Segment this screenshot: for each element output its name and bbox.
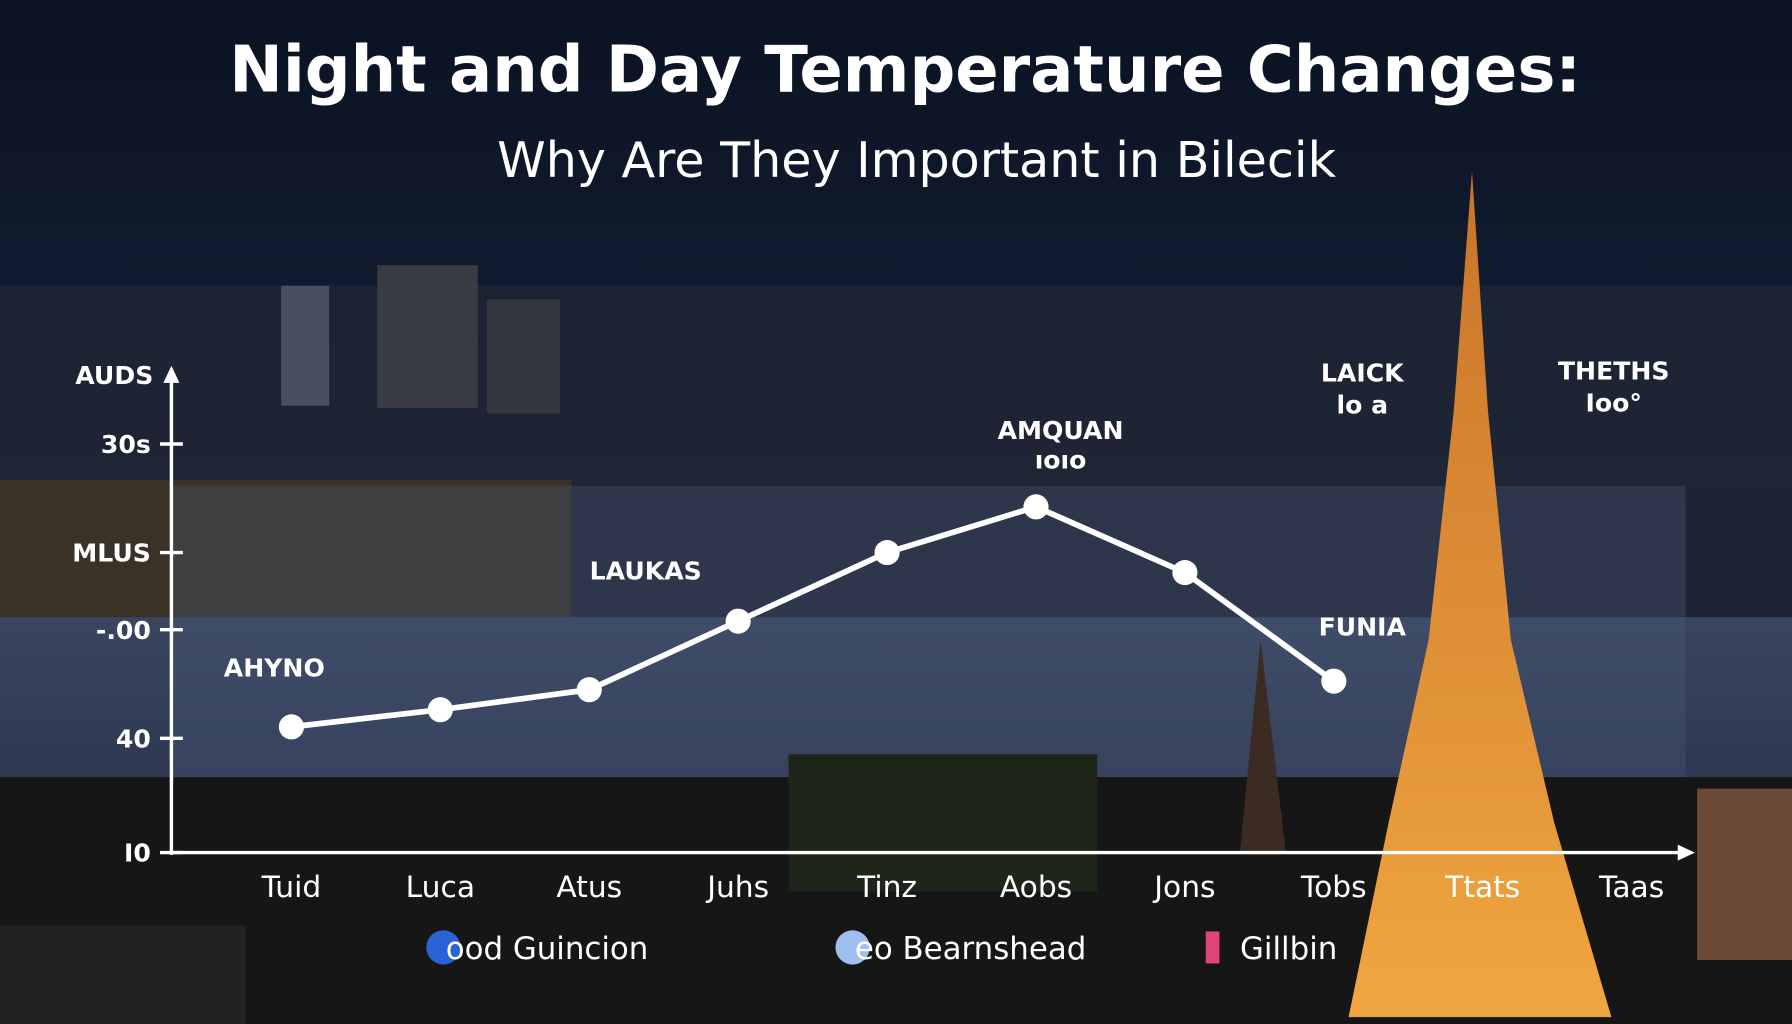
x-tick-label: Tinz xyxy=(856,870,917,905)
y-tick-label: I0 xyxy=(124,839,151,868)
annotation: AMQUAN xyxy=(998,416,1124,445)
data-point xyxy=(278,714,304,740)
y-tick-label: -.00 xyxy=(96,616,151,645)
annotation: THETHS xyxy=(1558,356,1670,385)
legend-swatch xyxy=(835,930,870,965)
chart-title: Night and Day Temperature Changes: xyxy=(229,33,1581,107)
data-point xyxy=(1023,494,1049,520)
data-point xyxy=(427,697,453,723)
legend-swatch xyxy=(426,930,461,965)
annotation: Ioo° xyxy=(1585,388,1641,417)
annotation: LAUKAS xyxy=(590,556,702,585)
y-tick-label: 40 xyxy=(116,724,151,753)
data-point xyxy=(1321,668,1347,694)
annotation: LAICK xyxy=(1321,359,1405,388)
annotation: AHYNO xyxy=(224,654,325,683)
x-tick-label: Tobs xyxy=(1300,870,1367,905)
legend-swatch xyxy=(1205,931,1220,964)
x-tick-label: Tuid xyxy=(261,870,322,905)
data-point xyxy=(725,608,751,634)
axes xyxy=(163,365,1695,861)
chart-subtitle: Why Are They Important in Bilecik xyxy=(497,131,1336,189)
x-tick-label: Luca xyxy=(406,870,475,905)
y-axis-label: AUDS xyxy=(75,361,153,390)
data-point xyxy=(576,677,602,703)
y-axis-arrow xyxy=(163,365,180,383)
data-point xyxy=(1172,560,1198,586)
x-tick-label: Ttats xyxy=(1444,870,1520,905)
legend-label: Gillbin xyxy=(1240,931,1337,967)
x-tick-label: Aobs xyxy=(1000,870,1072,905)
annotation: ıoıo xyxy=(1035,446,1087,475)
data-point xyxy=(874,540,900,566)
x-axis-arrow xyxy=(1677,844,1695,861)
legend-label: ood Guincion xyxy=(446,931,649,967)
annotation: FUNIA xyxy=(1319,612,1407,641)
x-tick-label: Taas xyxy=(1598,870,1664,905)
legend-label: eo Bearnshead xyxy=(855,931,1086,967)
annotation: lo a xyxy=(1336,391,1388,420)
y-tick-label: MLUS xyxy=(72,539,151,568)
y-tick-label: 30s xyxy=(101,430,151,459)
x-tick-label: Jons xyxy=(1152,870,1215,905)
x-tick-label: Atus xyxy=(556,870,622,905)
data-line xyxy=(291,503,1336,730)
x-tick-label: Juhs xyxy=(705,870,769,905)
